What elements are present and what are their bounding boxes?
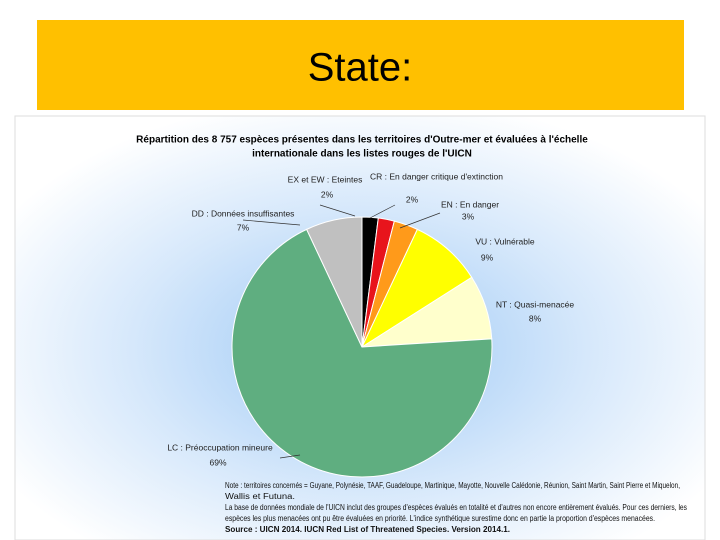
leader-line <box>242 219 301 226</box>
slice-value-label: 2% <box>406 194 419 204</box>
slice-label: VU : Vulnérable <box>475 236 534 246</box>
leader-line <box>369 204 396 219</box>
leader-line <box>319 204 356 217</box>
slide-title: State: <box>308 46 413 90</box>
note-line: Source : UICN 2014. IUCN Red List of Thr… <box>225 525 510 534</box>
note-line: espèces les plus menacées ont pu être év… <box>225 514 655 523</box>
slice-value-label: 9% <box>481 252 494 262</box>
chart-title: Répartition des 8 757 espèces présentes … <box>136 135 588 146</box>
slice-value-label: 2% <box>321 189 334 199</box>
chart-title: internationale dans les listes rouges de… <box>252 149 472 160</box>
pie-slice <box>231 228 493 478</box>
chart: Répartition des 8 757 espèces présentes … <box>136 135 687 534</box>
slice-label: NT : Quasi-menacée <box>496 299 575 309</box>
slice-label: EN : En danger <box>441 199 499 209</box>
slice-label: LC : Préoccupation mineure <box>167 442 273 452</box>
slice-label: DD : Données insuffisantes <box>192 208 295 218</box>
slice-value-label: 8% <box>529 313 542 323</box>
note-line: La base de données mondiale de l'UICN in… <box>225 503 687 512</box>
slice-label: CR : En danger critique d'extinction <box>370 171 503 181</box>
slice-value-label: 7% <box>237 222 250 232</box>
title-band <box>37 20 684 110</box>
leader-line <box>399 212 441 229</box>
pie-slice <box>305 216 363 348</box>
slice-value-label: 69% <box>209 457 226 467</box>
leader-line <box>279 454 301 459</box>
note-line: Wallis et Futuna. <box>225 492 295 501</box>
slice-label: EX et EW : Eteintes <box>288 174 363 184</box>
slice-value-label: 3% <box>462 211 475 221</box>
note-line: Note : territoires concernés = Guyane, P… <box>225 481 680 490</box>
